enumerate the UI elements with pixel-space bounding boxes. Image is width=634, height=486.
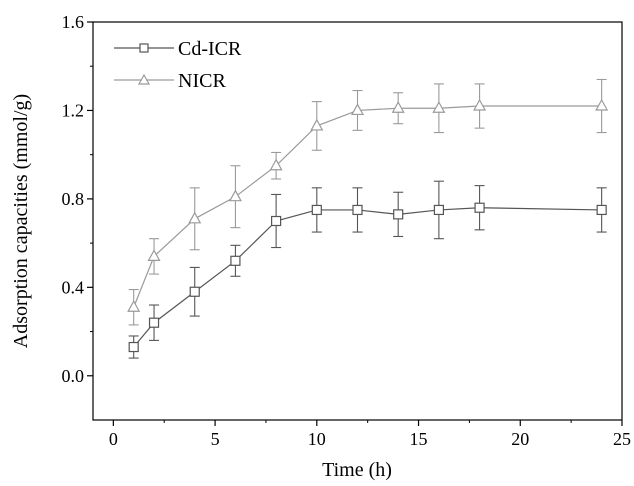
data-point <box>432 100 446 113</box>
data-point <box>596 204 607 216</box>
data-point <box>350 103 365 116</box>
series-cd-icr <box>128 180 607 359</box>
x-axis-ticks: 0 5 10 15 20 25 <box>109 420 631 449</box>
series-line-nicr <box>133 105 602 308</box>
legend-label-cd-icr: Cd-ICR <box>178 38 242 60</box>
x-tick-label: 5 <box>211 429 220 449</box>
data-point <box>595 98 609 111</box>
data-point <box>433 204 444 216</box>
y-axis-ticks: 0.0 0.4 0.8 1.2 1.6 <box>62 12 93 386</box>
data-point <box>473 98 487 111</box>
x-tick-label: 25 <box>613 429 631 449</box>
data-point <box>230 255 241 266</box>
data-point <box>391 100 405 113</box>
legend-marker-cd-icr <box>139 43 149 53</box>
y-tick-label: 1.6 <box>62 12 85 32</box>
series-line-cd-icr <box>133 207 602 348</box>
y-axis-label: Adsorption capacities (mmol/g) <box>10 94 32 348</box>
data-point <box>188 211 202 224</box>
data-point <box>127 299 141 312</box>
data-point <box>310 118 324 131</box>
data-point <box>311 204 322 216</box>
x-tick-label: 15 <box>410 429 428 449</box>
x-tick-label: 0 <box>109 429 118 449</box>
data-point <box>128 341 139 353</box>
data-point <box>271 215 282 227</box>
legend-marker-nicr <box>137 73 151 85</box>
y-tick-label: 0.4 <box>62 277 85 297</box>
legend: Cd-ICR NICR <box>114 38 242 92</box>
legend-item-nicr: NICR <box>114 70 226 92</box>
y-tick-label: 0.0 <box>62 366 85 386</box>
data-point <box>147 249 161 261</box>
data-point <box>474 202 485 213</box>
data-point <box>148 317 160 328</box>
plot-frame <box>92 21 623 421</box>
x-axis-label: Time (h) <box>322 459 392 481</box>
legend-label-nicr: NICR <box>178 70 226 92</box>
data-point <box>189 286 200 297</box>
data-point <box>352 204 363 216</box>
data-point <box>228 189 242 202</box>
legend-item-cd-icr: Cd-ICR <box>114 38 242 60</box>
series-layer <box>127 78 609 359</box>
data-point <box>393 209 404 220</box>
series-nicr <box>127 78 609 326</box>
x-tick-label: 10 <box>308 429 326 449</box>
y-tick-label: 0.8 <box>62 189 85 209</box>
y-tick-label: 1.2 <box>62 100 85 120</box>
x-tick-label: 20 <box>511 429 529 449</box>
data-point <box>269 158 283 171</box>
